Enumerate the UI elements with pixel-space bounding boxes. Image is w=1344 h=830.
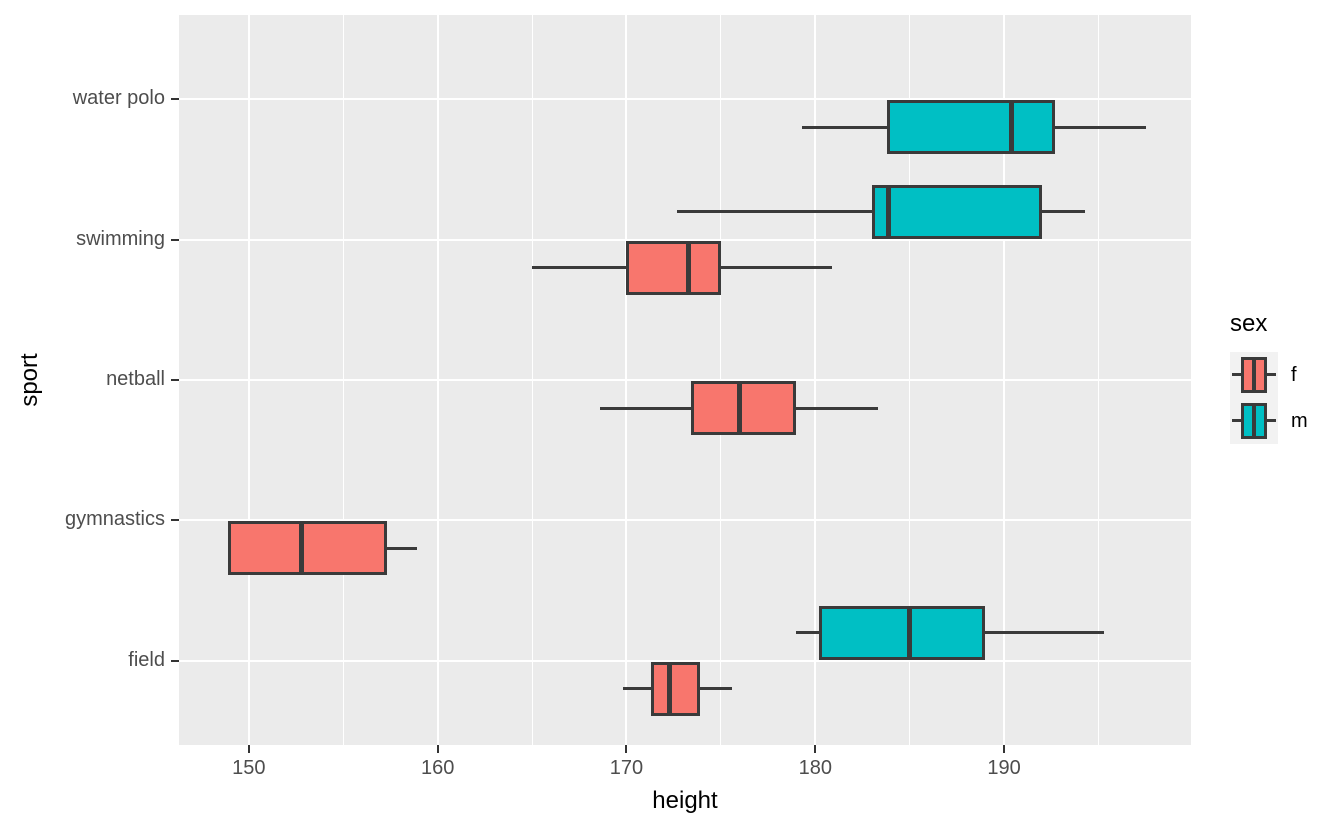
major-gridline-y-swimming	[179, 238, 1191, 241]
y-tick-label-water-polo: water polo	[72, 87, 165, 110]
x-tick-label-170: 170	[609, 757, 644, 779]
y-tick-label-swimming: swimming	[76, 227, 165, 250]
whisker-high-netball-f	[796, 406, 878, 410]
whisker-high-field-f	[700, 687, 733, 691]
legend-title: sex	[1230, 310, 1268, 337]
median-line-netball-f	[737, 381, 743, 435]
y-tick-field	[171, 659, 179, 662]
legend-glyph-median	[1252, 403, 1256, 439]
y-tick-water-polo	[171, 98, 179, 101]
whisker-low-netball-f	[600, 406, 691, 410]
whisker-high-swimming-f	[720, 266, 833, 270]
legend-glyph-whisker	[1266, 373, 1276, 376]
y-tick-label-field: field	[128, 648, 165, 671]
box-swimming-f	[626, 240, 721, 295]
whisker-low-field-f	[622, 687, 651, 691]
legend-entry-m: m	[1230, 398, 1308, 444]
legend-entry-f: f	[1230, 352, 1308, 398]
x-tick-190	[1003, 745, 1006, 753]
median-line-swimming-m	[886, 184, 892, 239]
whisker-low-field-m	[796, 631, 820, 635]
major-gridline-y-field	[179, 659, 1191, 662]
median-line-field-m	[907, 605, 913, 660]
legend-glyph-whisker	[1266, 419, 1276, 422]
whisker-high-swimming-m	[1041, 210, 1086, 214]
median-line-swimming-f	[686, 240, 692, 295]
major-gridline-y-netball	[179, 379, 1191, 381]
whisker-low-swimming-f	[532, 266, 627, 270]
major-gridline-y-water-polo	[179, 98, 1191, 101]
legend-glyph-median	[1252, 357, 1256, 393]
whisker-low-water-polo-m	[802, 125, 887, 129]
box-swimming-m	[871, 184, 1042, 239]
legend-label-f: f	[1291, 363, 1297, 386]
y-tick-netball	[171, 379, 179, 381]
median-line-water-polo-m	[1009, 100, 1015, 155]
whisker-low-swimming-m	[677, 210, 872, 214]
x-tick-label-180: 180	[798, 757, 832, 779]
legend-glyph-whisker	[1232, 419, 1242, 422]
x-tick-label-160: 160	[420, 757, 455, 779]
legend-key-boxplot-icon-m	[1230, 398, 1278, 444]
y-tick-label-netball: netball	[106, 368, 165, 390]
box-field-m	[819, 605, 986, 660]
box-gymnastics-f	[228, 521, 387, 576]
whisker-high-gymnastics-f	[386, 546, 417, 550]
median-line-gymnastics-f	[299, 521, 305, 576]
box-water-polo-m	[887, 100, 1056, 155]
x-tick-label-190: 190	[987, 757, 1021, 779]
x-tick-180	[814, 745, 817, 753]
y-tick-swimming	[171, 238, 179, 241]
y-tick-gymnastics	[171, 519, 179, 522]
x-tick-170	[625, 745, 628, 753]
legend-key-boxplot-icon-f	[1230, 352, 1278, 398]
whisker-high-water-polo-m	[1055, 125, 1146, 129]
x-tick-160	[436, 745, 439, 753]
whisker-high-field-m	[985, 631, 1105, 635]
y-axis-title: sport	[16, 353, 43, 407]
legend-glyph-whisker	[1232, 373, 1242, 376]
legend-label-m: m	[1291, 409, 1308, 432]
box-netball-f	[690, 381, 797, 435]
x-axis-title: height	[652, 787, 718, 814]
x-tick-150	[247, 745, 250, 753]
major-gridline-y-gymnastics	[179, 519, 1191, 522]
y-tick-label-gymnastics: gymnastics	[64, 508, 165, 531]
box-field-f	[651, 661, 701, 716]
x-tick-label-150: 150	[232, 757, 266, 779]
median-line-field-f	[667, 661, 673, 716]
